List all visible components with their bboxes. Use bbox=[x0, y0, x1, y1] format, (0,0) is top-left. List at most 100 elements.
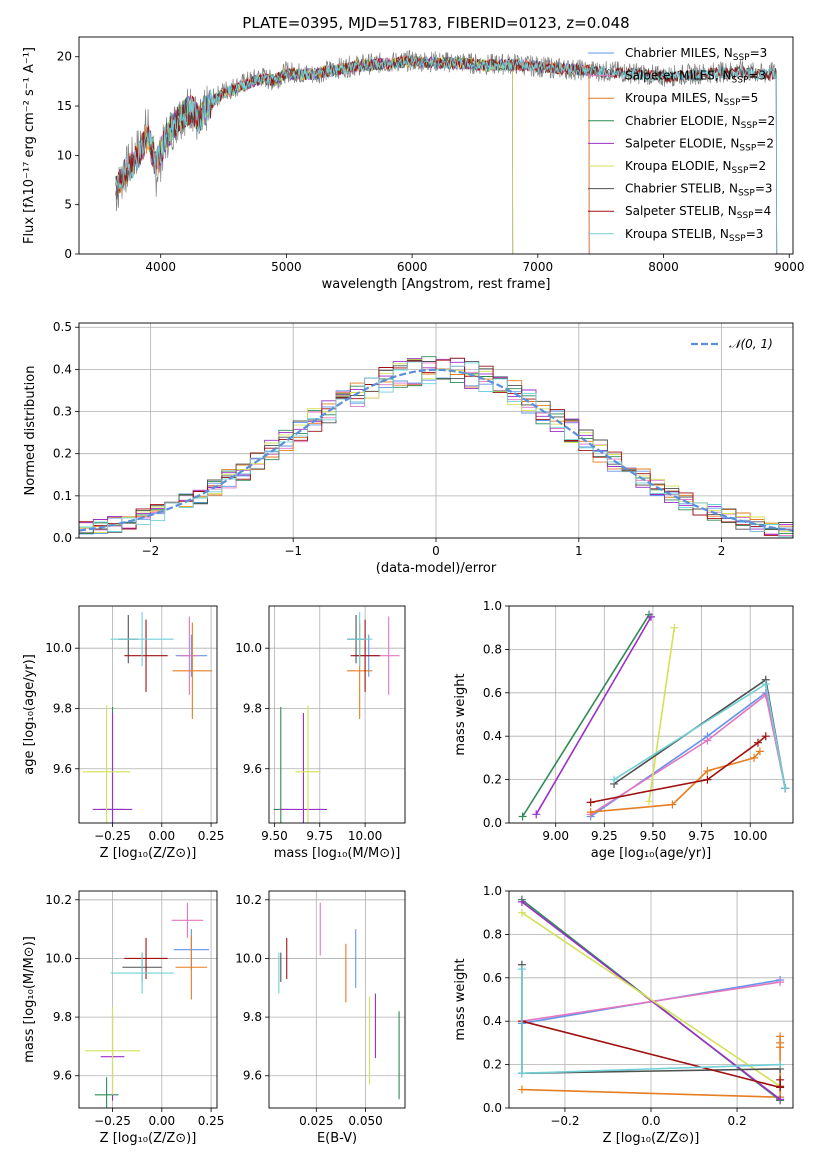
legend-subscript: SSP bbox=[741, 121, 758, 131]
errorbar-point bbox=[110, 952, 174, 994]
x-tick-label: 0.00 bbox=[148, 1114, 175, 1128]
plus-marker bbox=[532, 810, 541, 819]
normal-curve bbox=[79, 368, 793, 532]
axes-frame bbox=[508, 605, 794, 824]
axes-frame bbox=[268, 605, 406, 824]
y-tick-label: 0.4 bbox=[53, 362, 72, 376]
legend-entry: Chabrier MILES, NSSP=3 bbox=[625, 46, 767, 63]
legend: 𝒩(0, 1) bbox=[691, 337, 773, 351]
plot-area bbox=[82, 612, 213, 823]
y-tick-label: 0.2 bbox=[53, 447, 72, 461]
x-tick-label: 0.00 bbox=[148, 829, 175, 843]
legend-entry: Kroupa MILES, NSSP=5 bbox=[625, 91, 758, 108]
panel-age-vs-mass: 9.50 9.75 10.00 9.6 9.8 10.0 mass [log₁₀(M/M⊙)… bbox=[235, 605, 406, 861]
y-tick-label: 0.5 bbox=[53, 320, 72, 334]
legend-label: Chabrier ELODIE, N bbox=[625, 114, 741, 128]
y-tick-label: 0.0 bbox=[53, 531, 72, 545]
x-tick-label: 9000 bbox=[774, 260, 805, 274]
x-tick-label: −0.2 bbox=[550, 1114, 579, 1128]
plus-marker bbox=[703, 775, 712, 784]
plus-marker bbox=[670, 623, 679, 632]
legend-subscript: SSP bbox=[733, 53, 750, 63]
errorbar-point bbox=[124, 937, 168, 979]
plus-marker bbox=[703, 766, 712, 775]
plus-marker bbox=[776, 1060, 785, 1069]
errorbar-point bbox=[171, 902, 204, 938]
legend-subscript: SSP bbox=[738, 189, 755, 199]
legend-label: Kroupa ELODIE, N bbox=[625, 159, 732, 173]
x-tick-label: 9.00 bbox=[542, 829, 569, 843]
x-tick-label: −0.25 bbox=[94, 829, 131, 843]
errorbar-point bbox=[82, 705, 131, 823]
y-tick-label: 9.8 bbox=[53, 701, 72, 715]
errorbar-point bbox=[350, 619, 380, 692]
x-tick-label: 9.25 bbox=[591, 829, 618, 843]
mass-weight-line-1 bbox=[590, 693, 786, 815]
plus-marker bbox=[518, 812, 527, 821]
x-tick-label: 0 bbox=[432, 544, 440, 558]
plus-marker bbox=[755, 747, 764, 756]
chart-title: PLATE=0395, MJD=51783, FIBERID=0123, z=0… bbox=[242, 14, 629, 32]
legend-label: Chabrier MILES, N bbox=[625, 46, 733, 60]
errorbar-point bbox=[279, 712, 328, 823]
axes-frame bbox=[78, 605, 218, 824]
y-tick-label: 9.8 bbox=[53, 1010, 72, 1024]
panel-mass-vs-ebv: 0.025 0.050 9.6 9.8 10.0 10.2 E(B-V) bbox=[235, 890, 406, 1146]
errorbar-point bbox=[92, 712, 133, 823]
axes-frame bbox=[268, 890, 406, 1109]
y-tick-label: 9.6 bbox=[53, 1069, 72, 1083]
errorbar-point bbox=[346, 612, 373, 667]
errorbar-point bbox=[295, 705, 321, 823]
y-tick-label: 9.8 bbox=[243, 1010, 262, 1024]
x-tick-label: 0.25 bbox=[198, 829, 225, 843]
x-tick-label: 2 bbox=[718, 544, 726, 558]
plus-marker bbox=[586, 798, 595, 807]
plot-area bbox=[273, 612, 400, 823]
x-tick-label: −2 bbox=[142, 544, 160, 558]
plus-marker bbox=[517, 1069, 526, 1078]
x-tick-label: 9.75 bbox=[688, 829, 715, 843]
panel-mass-weight-vs-Z: −0.2 0.0 0.2 0.0 0.2 0.4 0.6 0.8 1.0 Z [log₁₀(Z/Z… bbox=[453, 884, 794, 1146]
panel-mass-weight-vs-age: 9.00 9.25 9.50 9.75 10.00 0.0 0.2 0.4 0.6 0.8 1.0 a… bbox=[453, 599, 794, 861]
plus-marker bbox=[761, 680, 770, 689]
x-tick-label: 0.25 bbox=[198, 1114, 225, 1128]
legend-label: Salpeter STELIB, N bbox=[625, 204, 737, 218]
x-tick-label: 6000 bbox=[397, 260, 428, 274]
y-axis-label: age [log₁₀(age/yr)] bbox=[22, 654, 37, 775]
x-tick-label: 0.0 bbox=[641, 1114, 660, 1128]
x-tick-label: 0.050 bbox=[348, 1114, 382, 1128]
y-tick-label: 0.2 bbox=[483, 1058, 502, 1072]
legend-suffix: =2 bbox=[748, 159, 766, 173]
legend-entry: Salpeter MILES, NSSP=3 bbox=[625, 69, 766, 86]
legend-suffix: =2 bbox=[756, 136, 774, 150]
model-line-7 bbox=[115, 55, 778, 254]
legend-label: Kroupa MILES, N bbox=[625, 91, 724, 105]
plus-marker bbox=[610, 775, 619, 784]
legend-label: Salpeter MILES, N bbox=[625, 69, 732, 83]
axes-frame bbox=[78, 890, 218, 1109]
y-axis-label: mass weight bbox=[453, 958, 468, 1040]
y-tick-label: 10.2 bbox=[45, 893, 72, 907]
y-axis-label: mass weight bbox=[453, 673, 468, 755]
errorbar-point bbox=[110, 612, 174, 667]
legend-entry: Kroupa ELODIE, NSSP=2 bbox=[625, 159, 766, 176]
y-tick-label: 10.0 bbox=[45, 951, 72, 965]
plus-marker bbox=[761, 732, 770, 741]
y-tick-label: 0.0 bbox=[483, 1101, 502, 1115]
y-tick-label: 0.1 bbox=[53, 489, 72, 503]
mass-weight-line-3 bbox=[521, 614, 650, 817]
plus-marker bbox=[517, 897, 526, 906]
y-tick-label: 0.8 bbox=[483, 642, 502, 656]
y-axis-label: Flux [fλ10⁻¹⁷ erg cm⁻² s⁻¹ A⁻¹] bbox=[22, 47, 37, 244]
legend-entry: Salpeter STELIB, NSSP=4 bbox=[625, 204, 771, 221]
errorbar-point bbox=[179, 616, 200, 695]
y-tick-label: 0.3 bbox=[53, 405, 72, 419]
plus-marker bbox=[517, 908, 526, 917]
y-tick-label: 9.6 bbox=[243, 1069, 262, 1083]
errorbar-point bbox=[124, 619, 168, 692]
errorbar-point bbox=[84, 1006, 141, 1095]
x-axis-label: mass [log₁₀(M/M⊙)] bbox=[274, 846, 401, 861]
errorbar-point bbox=[94, 1077, 119, 1108]
legend-subscript: SSP bbox=[729, 234, 746, 244]
